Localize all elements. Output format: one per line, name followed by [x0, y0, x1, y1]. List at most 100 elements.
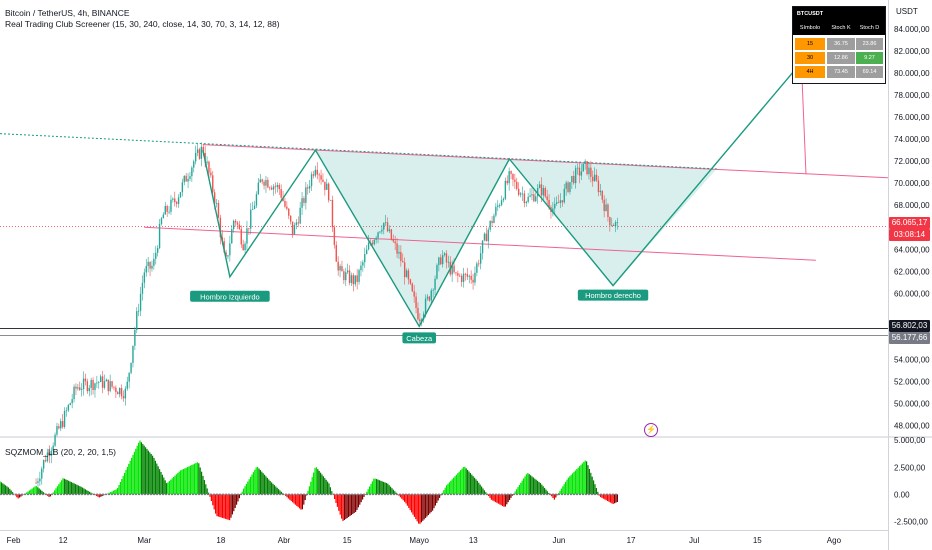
momentum-bar: [149, 452, 151, 495]
trend-line-upper[interactable]: [202, 144, 889, 179]
momentum-bar: [177, 472, 179, 495]
momentum-bar: [495, 494, 497, 503]
price-tick-label: 78.000,00: [894, 91, 930, 100]
momentum-bar: [482, 488, 484, 495]
candle-body: [269, 187, 271, 189]
candle-body: [189, 176, 191, 179]
candle-body: [466, 274, 469, 277]
momentum-bar: [48, 494, 50, 498]
candle-body: [75, 386, 77, 389]
momentum-bar: [27, 491, 29, 495]
momentum-bar: [2, 483, 4, 495]
momentum-bar: [432, 494, 434, 511]
candle-body: [250, 209, 252, 229]
momentum-bar: [455, 474, 457, 495]
candle-body: [297, 222, 299, 224]
momentum-bar: [401, 494, 403, 499]
momentum-bar: [33, 487, 35, 495]
momentum-bar: [580, 464, 582, 495]
trend-line-lower[interactable]: [144, 226, 816, 261]
candle-body: [407, 270, 410, 280]
candle-body: [495, 206, 497, 216]
candle-body: [198, 149, 201, 159]
momentum-bar: [447, 483, 449, 495]
neckline-dotted[interactable]: [0, 133, 717, 170]
flash-icon[interactable]: ⚡: [644, 423, 658, 437]
momentum-bar: [101, 494, 103, 497]
candle-body: [430, 290, 432, 301]
candle-body: [390, 229, 393, 240]
momentum-bar: [233, 494, 235, 512]
momentum-bar: [266, 477, 268, 495]
momentum-bar: [468, 471, 470, 495]
candle-body: [101, 376, 104, 388]
momentum-bar: [79, 486, 81, 495]
candle-body: [126, 381, 128, 389]
candle-body: [571, 175, 573, 183]
momentum-bar: [297, 494, 299, 508]
candle-body: [156, 248, 159, 253]
momentum-bar: [433, 494, 435, 509]
candle-body: [527, 196, 529, 202]
momentum-bar: [521, 480, 523, 495]
candle-body: [405, 270, 408, 278]
momentum-bar: [40, 489, 42, 495]
momentum-bar: [170, 479, 172, 495]
candle-body: [422, 313, 425, 320]
momentum-bar: [259, 470, 261, 495]
candle-body: [544, 188, 546, 197]
currency-label[interactable]: USDT: [896, 7, 918, 16]
momentum-bar: [362, 494, 364, 500]
momentum-bar: [315, 467, 317, 495]
candle-body: [69, 403, 71, 405]
momentum-bar: [524, 476, 526, 495]
momentum-bar: [314, 467, 316, 495]
candle-body: [259, 179, 261, 183]
head-and-shoulders-pattern[interactable]: [202, 28, 830, 328]
candle-body: [73, 386, 75, 400]
candle-body: [609, 217, 611, 226]
momentum-bar: [30, 489, 32, 495]
candle-body: [58, 426, 60, 429]
candle-body: [384, 222, 387, 224]
candle-body: [286, 206, 288, 209]
momentum-bar: [10, 490, 12, 495]
momentum-bar: [41, 490, 43, 495]
momentum-bar: [118, 485, 120, 495]
momentum-bar: [581, 463, 583, 495]
candle-body: [548, 199, 550, 208]
time-tick-label: 17: [627, 536, 636, 545]
candle-body: [255, 194, 258, 206]
momentum-bar: [77, 485, 79, 495]
candle-body: [145, 265, 147, 273]
candle-body: [510, 171, 512, 174]
candle-body: [381, 229, 383, 232]
trend-line-vertical[interactable]: [801, 77, 807, 175]
momentum-bar: [376, 479, 378, 495]
candle-body: [365, 249, 368, 255]
screener-stoch-k: 12.86: [827, 52, 855, 64]
screener-title-row: BTCUSDT: [793, 7, 885, 21]
momentum-bar: [426, 494, 428, 517]
candle-body: [56, 426, 58, 435]
head-label: Cabeza: [406, 334, 433, 343]
momentum-bar: [69, 481, 71, 495]
candle-body: [354, 275, 356, 285]
momentum-bar: [489, 494, 491, 498]
momentum-bar: [285, 494, 287, 496]
candle-body: [426, 296, 429, 299]
candle-body: [536, 187, 539, 197]
candle-body: [436, 265, 438, 279]
candle-body: [468, 275, 470, 277]
momentum-bar: [194, 463, 196, 495]
candle-body: [149, 261, 151, 269]
candle-body: [124, 388, 127, 399]
candle-body: [327, 183, 330, 201]
momentum-bar: [187, 467, 189, 495]
candle-body: [599, 190, 602, 193]
momentum-bar: [313, 472, 315, 495]
momentum-bar: [258, 468, 260, 495]
head-label-bg: [402, 332, 437, 344]
